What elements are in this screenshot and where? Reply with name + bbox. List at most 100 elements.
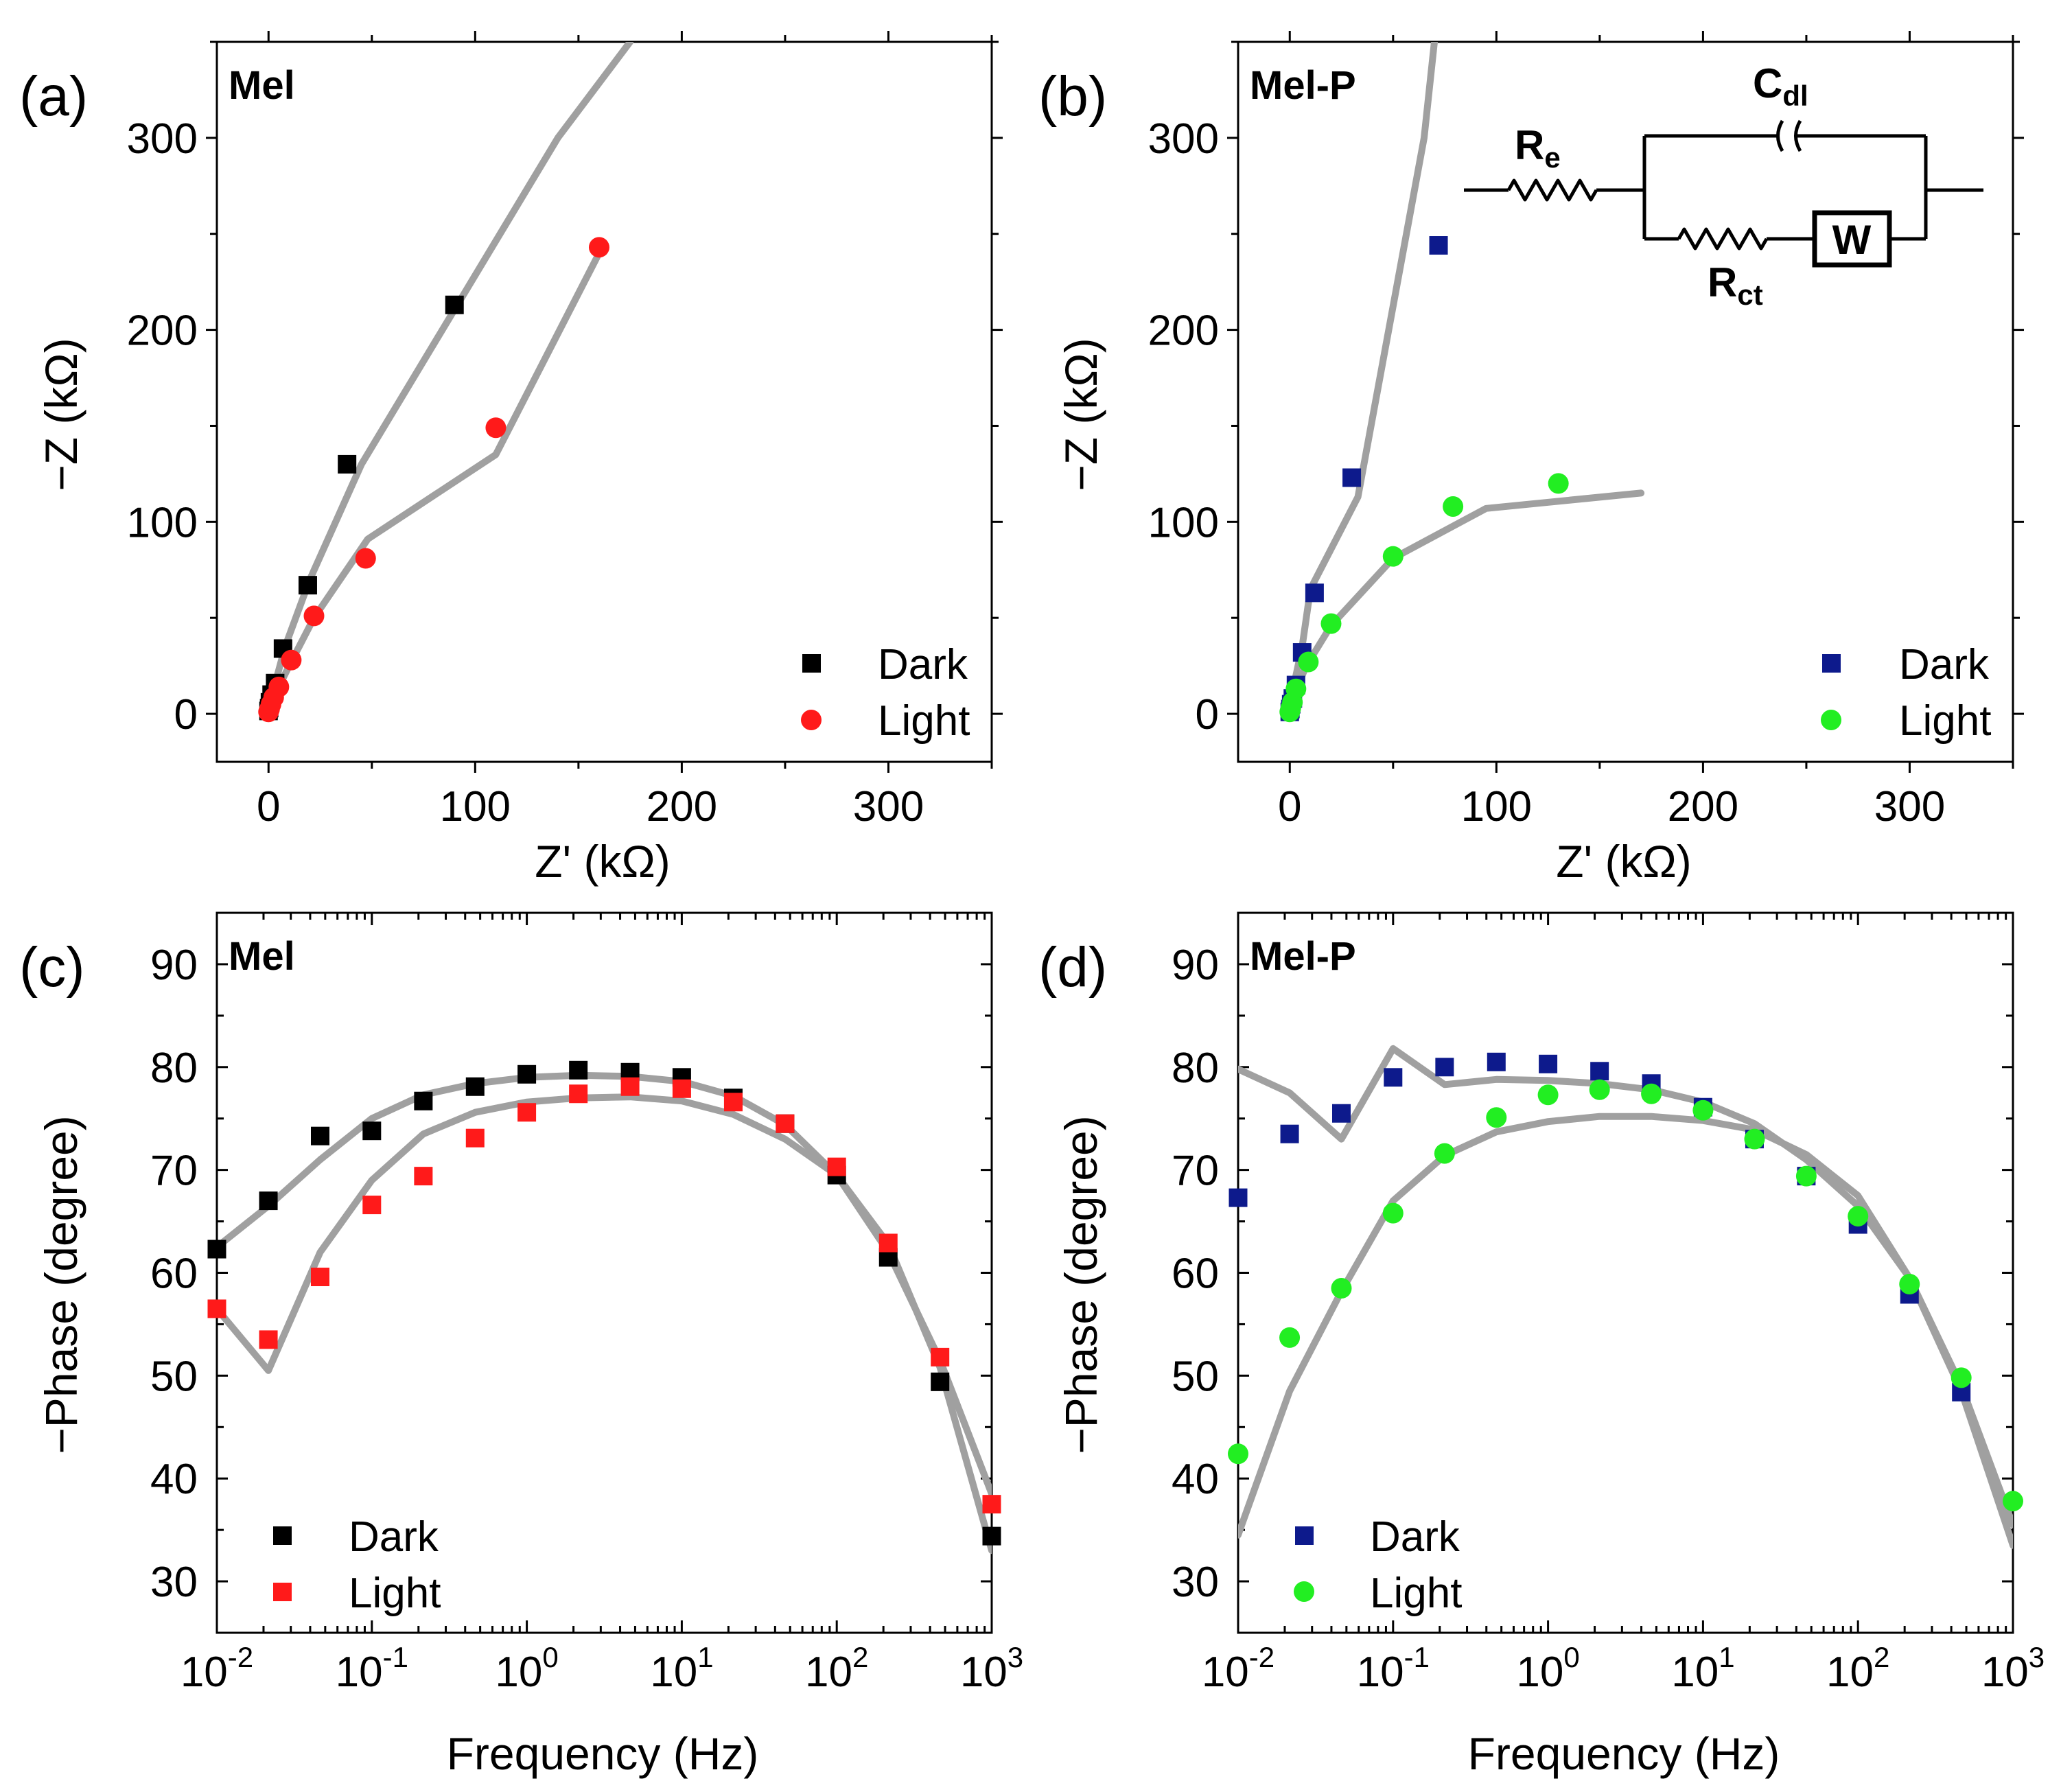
panel-c-x-tick-label: 10-1	[336, 1641, 408, 1696]
panel-c-markers	[207, 1060, 1001, 1546]
panel-b-legend-marker-light	[1821, 710, 1841, 730]
panel-d-x-tick-base: 10	[1671, 1649, 1719, 1696]
panel-c-point-light	[620, 1077, 640, 1096]
resistor-re-symbol	[1506, 178, 1598, 202]
panel-a-point-light	[303, 605, 325, 627]
panel-c-point-light	[723, 1093, 743, 1112]
panel-d-x-tick-exponent: 0	[1563, 1641, 1579, 1673]
panel-d-x-tick-label: 101	[1671, 1641, 1734, 1696]
capacitor-cdl-subscript: dl	[1782, 80, 1808, 112]
panel-d-y-tick-label: 70	[1172, 1148, 1219, 1195]
panel-c-point-light	[414, 1167, 433, 1186]
panel-a: (a) Mel 0 100 200 300 0 100 200 300 Z' (kΩ) −Z …	[19, 31, 1003, 887]
panel-a-y-tick-label: 0	[174, 691, 198, 738]
panel-b: (b) Mel-P 0 100 200 300 0 100 200 300 Z' (kΩ) −…	[1038, 31, 2024, 887]
resistor-re-main: R	[1515, 122, 1544, 168]
panel-c-legend-marker-light	[273, 1583, 292, 1601]
panel-c-y-axis-label: −Phase (degree)	[36, 1115, 86, 1454]
resistor-rct-main: R	[1708, 259, 1737, 305]
panel-d-legend-label-dark: Dark	[1370, 1513, 1460, 1561]
panel-c-frame	[216, 911, 993, 1634]
panel-c-legend-label-light: Light	[349, 1570, 441, 1617]
panel-b-x-tick-label: 200	[1668, 783, 1738, 830]
panel-c-y-tick-label: 60	[150, 1250, 198, 1298]
panel-d-x-tick-label: 10-1	[1357, 1641, 1430, 1696]
panel-b-point-light	[1320, 613, 1342, 634]
panel-d-point-dark	[1487, 1052, 1506, 1071]
panel-b-point-dark	[1305, 583, 1324, 603]
panel-b-data-layer	[1286, 42, 1645, 718]
panel-c-x-tick-label: 100	[495, 1641, 558, 1696]
panel-b-y-axis-label: −Z (kΩ)	[1056, 338, 1106, 491]
panel-d-x-tick-label: 10-2	[1202, 1641, 1274, 1696]
panel-d-point-dark	[1384, 1068, 1403, 1087]
panel-b-point-light	[1548, 473, 1569, 494]
panel-d-legend: Dark Light	[1294, 1513, 1462, 1617]
panel-c-fit-line-dark	[217, 1071, 992, 1498]
panel-a-point-dark	[338, 454, 357, 474]
panel-d-x-tick-exponent: 1	[1719, 1641, 1734, 1673]
panel-a-x-axis-label: Z' (kΩ)	[535, 836, 671, 887]
panel-c-point-light	[827, 1157, 846, 1176]
panel-b-legend-label-light: Light	[1899, 697, 1991, 745]
panel-b-fit-line-dark	[1286, 42, 1438, 718]
panel-b-point-light	[1285, 678, 1307, 699]
panel-b-ticks	[1227, 31, 2024, 773]
panel-c-x-tick-base: 10	[650, 1649, 697, 1696]
panel-d-point-dark	[1229, 1188, 1248, 1207]
panel-c-y-tick-label: 70	[150, 1148, 198, 1195]
panel-d-point-light	[1537, 1084, 1559, 1106]
panel-b-point-dark	[1429, 236, 1448, 255]
panel-b-y-tick-label: 0	[1196, 691, 1219, 738]
panel-a-y-tick-label: 200	[127, 307, 198, 355]
panel-b-plot: Mel-P 0 100 200 300 0 100 200 300	[1148, 31, 2024, 830]
capacitor-cdl-label: Cdl	[1753, 60, 1808, 112]
panel-a-x-tick-label: 0	[257, 783, 280, 830]
panel-a-point-light	[588, 237, 609, 258]
panel-c-point-light	[776, 1114, 795, 1133]
panel-c-fit-line-light	[217, 1093, 992, 1555]
panel-c-point-dark	[982, 1526, 1001, 1546]
panel-d-point-light	[1589, 1079, 1610, 1100]
panel-d-ticks	[1237, 911, 2014, 1634]
panel-a-x-tick-label: 300	[853, 783, 924, 830]
panel-c-x-tick-base: 10	[805, 1649, 852, 1696]
resistor-re-subscript: e	[1544, 141, 1560, 174]
panel-c-x-tick-label: 102	[805, 1641, 868, 1696]
panel-a-letter: (a)	[19, 65, 88, 128]
panel-d-data-layer	[1238, 1045, 2013, 1549]
panel-b-x-tick-label: 0	[1278, 783, 1301, 830]
panel-d-y-tick-label: 60	[1172, 1250, 1219, 1298]
panel-d-x-tick-label: 100	[1516, 1641, 1579, 1696]
panel-d-fit-line-dark	[1238, 1045, 2013, 1549]
panel-c-data-layer	[217, 1071, 992, 1555]
panel-c-y-tick-label: 40	[150, 1456, 198, 1503]
panel-d-point-light	[1692, 1099, 1714, 1121]
panel-c-x-tick-exponent: -2	[228, 1641, 253, 1673]
panel-c-x-tick-base: 10	[181, 1649, 228, 1696]
panel-d-sample-label: Mel-P	[1250, 934, 1356, 979]
panel-b-letter: (b)	[1038, 65, 1107, 128]
panel-d-y-axis-label: −Phase (degree)	[1056, 1115, 1106, 1454]
panel-c-ticks	[216, 911, 993, 1634]
panel-d-x-tick-base: 10	[1826, 1649, 1874, 1696]
resistor-rct-subscript: ct	[1737, 279, 1762, 311]
panel-b-point-light	[1443, 496, 1464, 517]
panel-d-x-tick-base: 10	[1202, 1649, 1249, 1696]
panel-d-point-light	[1228, 1443, 1248, 1465]
panel-a-point-light	[355, 548, 376, 569]
panel-c-x-tick-exponent: 2	[852, 1641, 868, 1673]
panel-a-point-light	[281, 649, 302, 671]
panel-d-point-dark	[1331, 1104, 1351, 1123]
panel-d-x-tick-exponent: 2	[1874, 1641, 1889, 1673]
panel-c-point-light	[517, 1103, 537, 1122]
panel-b-x-axis-label: Z' (kΩ)	[1556, 836, 1692, 887]
panel-d-point-dark	[1280, 1124, 1299, 1143]
warburg-element-box	[1812, 210, 1892, 268]
panel-d-point-light	[1279, 1327, 1301, 1348]
panel-c-x-tick-label: 103	[960, 1641, 1023, 1696]
panel-d-x-tick-base: 10	[1516, 1649, 1563, 1696]
panel-b-x-tick-label: 100	[1461, 783, 1532, 830]
panel-a-legend-marker-dark	[802, 654, 821, 673]
panel-d: (d) Mel-P 10-2 10-1 100 101 102 1033040506070…	[1038, 911, 2045, 1779]
